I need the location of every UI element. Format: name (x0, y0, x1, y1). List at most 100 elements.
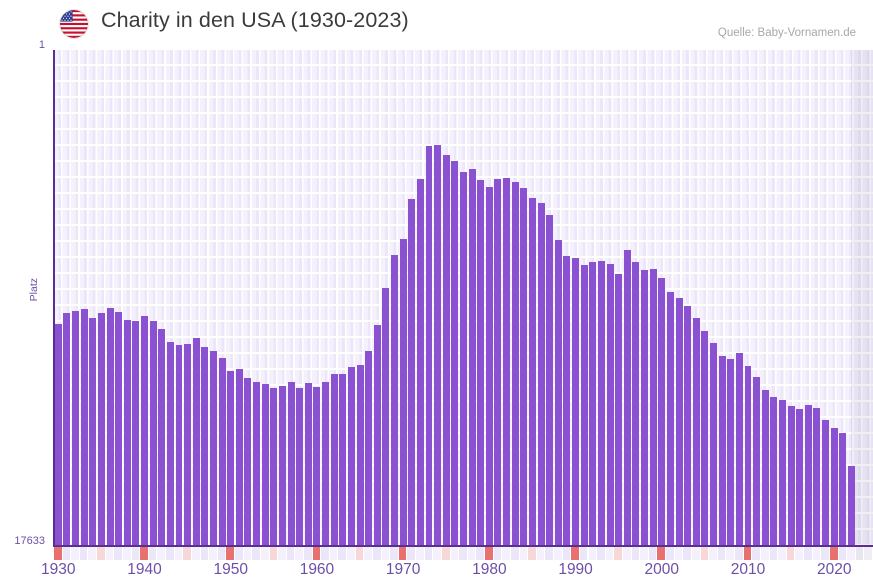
x-tick-marker (381, 547, 390, 560)
y-axis-tick-bottom: 17633 (14, 535, 45, 547)
bar (684, 306, 692, 545)
bar (839, 433, 847, 545)
x-tick-marker (571, 547, 579, 560)
bar (632, 261, 640, 545)
x-tick-marker (554, 547, 562, 560)
bar (304, 382, 312, 545)
bar (287, 381, 295, 545)
bar (778, 400, 786, 545)
bar (753, 376, 761, 545)
x-tick-marker (364, 547, 372, 560)
x-tick-marker (666, 547, 674, 560)
x-tick-marker (605, 547, 614, 560)
bar (442, 154, 450, 545)
x-tick-marker (88, 547, 97, 560)
bar (503, 177, 511, 545)
x-tick-marker (743, 547, 752, 560)
x-tick-marker (485, 547, 493, 560)
bar (123, 319, 131, 545)
bar (313, 386, 321, 545)
x-tick-marker (390, 547, 398, 560)
x-tick-marker (183, 547, 191, 560)
x-tick-marker (726, 547, 735, 560)
x-tick-marker (278, 547, 286, 560)
bar (149, 321, 157, 545)
bar (787, 406, 795, 545)
bar (761, 389, 769, 545)
bar (184, 344, 192, 545)
bar (235, 368, 243, 545)
bar (253, 381, 261, 545)
x-tick-marker (855, 547, 864, 560)
bar (322, 381, 330, 545)
x-tick-marker (700, 547, 709, 560)
x-tick-marker (640, 547, 648, 560)
x-tick-marker (502, 547, 510, 560)
bar (339, 373, 347, 545)
bar (822, 420, 830, 545)
bar (623, 249, 631, 545)
x-tick-marker (588, 547, 597, 560)
x-tick-marker (657, 547, 666, 560)
bar (278, 385, 286, 545)
x-tick-marker (166, 547, 174, 560)
x-tick-marker (347, 547, 355, 560)
bar (330, 373, 338, 545)
us-flag-icon (60, 10, 88, 38)
bar (115, 312, 123, 545)
x-tick-marker (683, 547, 691, 560)
x-tick-marker (217, 547, 226, 560)
x-tick-marker (812, 547, 821, 560)
x-tick-marker (597, 547, 605, 560)
bar (89, 318, 97, 545)
x-tick-label: 1960 (299, 561, 335, 578)
x-tick-marker (338, 547, 347, 560)
x-tick-marker (614, 547, 622, 560)
y-axis-tick-top: 1 (38, 39, 45, 51)
x-tick-marker (54, 547, 62, 560)
x-tick-marker (355, 547, 364, 560)
x-tick-marker (424, 547, 433, 560)
bar (166, 342, 174, 545)
bar (701, 331, 709, 545)
bar (399, 239, 407, 545)
x-tick-marker (648, 547, 657, 560)
bar (391, 254, 398, 545)
x-axis-tick-labels: 1930 1940 1950 1960 1970 1980 1990 2000 2010 2020 (0, 561, 873, 587)
x-tick-marker (735, 547, 743, 560)
future-region-overlay (851, 50, 873, 545)
bar (261, 383, 269, 545)
x-tick-marker (769, 547, 778, 560)
bar (813, 408, 821, 545)
x-tick-marker (493, 547, 502, 560)
x-tick-marker (579, 547, 588, 560)
x-tick-marker (441, 547, 450, 560)
x-tick-marker (450, 547, 459, 560)
bar (666, 291, 674, 545)
bar (554, 240, 562, 545)
x-tick-marker (717, 547, 726, 560)
bar (735, 352, 743, 545)
bar (606, 263, 614, 545)
bar (537, 203, 545, 545)
bar (692, 318, 700, 545)
plot-area (54, 50, 873, 545)
bar (494, 178, 502, 545)
bar (546, 215, 554, 545)
x-tick-label: 2020 (816, 561, 852, 578)
x-tick-marker (321, 547, 329, 560)
x-tick-marker (200, 547, 209, 560)
bar (347, 366, 355, 545)
x-tick-marker (760, 547, 769, 560)
bar (106, 308, 114, 545)
x-tick-marker (398, 547, 407, 560)
bar (227, 370, 235, 545)
x-tick-marker (407, 547, 416, 560)
x-tick-label: 2010 (730, 561, 766, 578)
x-tick-marker (795, 547, 804, 560)
x-tick-marker (562, 547, 571, 560)
bar (209, 350, 217, 545)
x-tick-marker (157, 547, 166, 560)
x-tick-marker (864, 547, 872, 560)
